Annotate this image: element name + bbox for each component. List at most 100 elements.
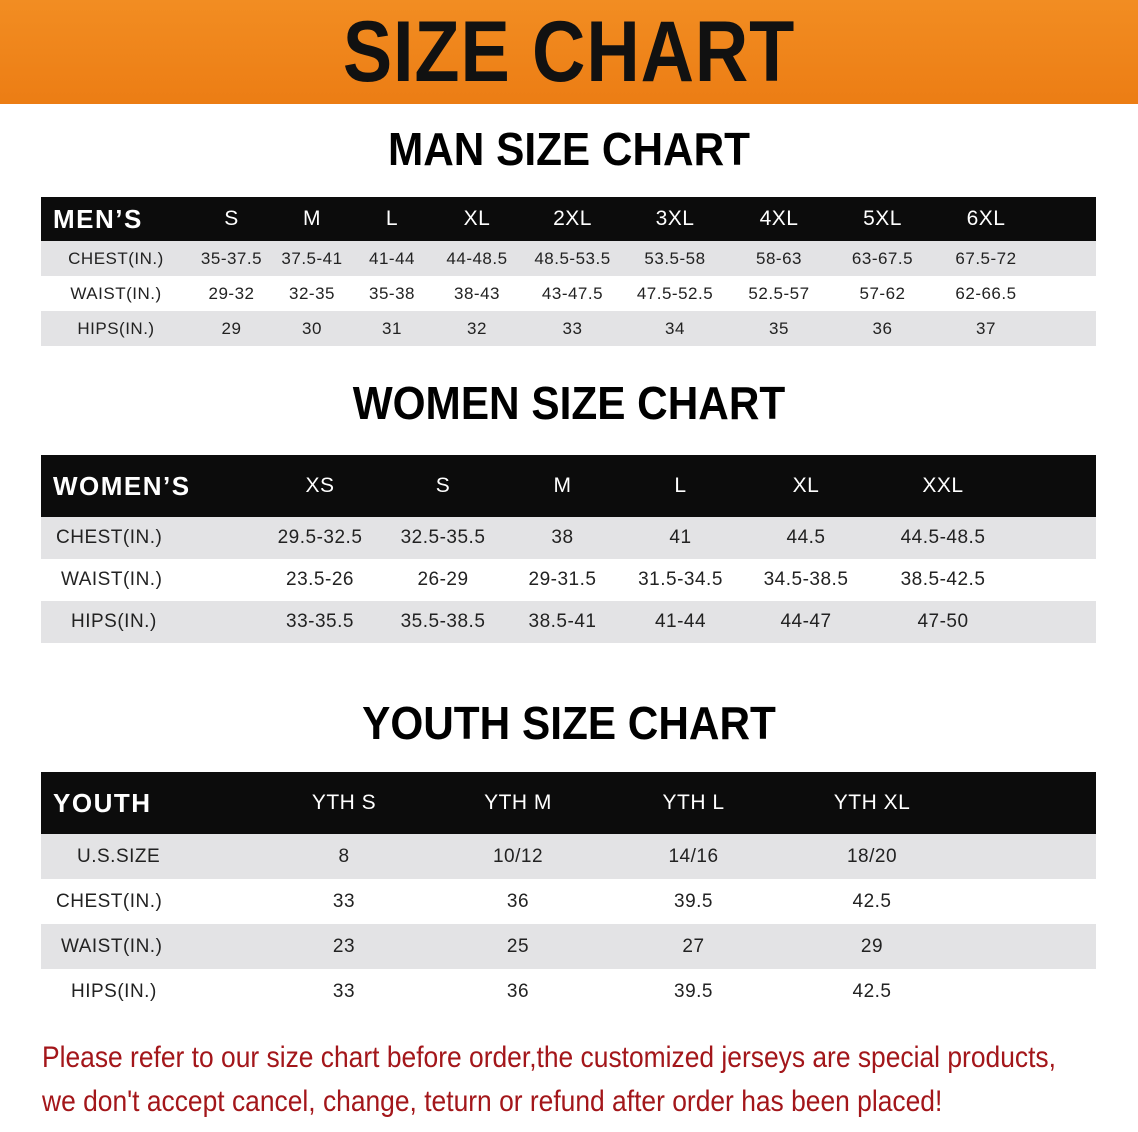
empty-cell [1014,517,1096,559]
size-header-s: S [191,197,272,241]
banner-title: SIZE CHART [342,4,796,100]
empty-cell [1014,455,1096,517]
size-header-m: M [504,455,621,517]
row-label: U.S.SIZE [41,834,257,879]
table-row: WAIST(IN.) 23.5-26 26-29 29-31.5 31.5-34.5 34… [41,559,1096,601]
empty-cell [1014,559,1096,601]
row-label: WAIST(IN.) [41,924,257,969]
measurement-cell: 34.5-38.5 [740,559,872,601]
empty-cell [962,879,1096,924]
size-header-2xl: 2XL [522,197,623,241]
notice-line-1: Please refer to our size chart before or… [42,1041,1056,1074]
measurement-cell: 29 [191,311,272,346]
row-label: HIPS(IN.) [41,311,191,346]
table-header-row: WOMEN’S XS S M L XL XXL [41,455,1096,517]
measurement-cell: 35-38 [352,276,432,311]
measurement-cell: 35-37.5 [191,241,272,276]
table-header-label: WOMEN’S [41,455,258,517]
measurement-cell: 44.5-48.5 [872,517,1014,559]
measurement-cell: 29-32 [191,276,272,311]
measurement-cell: 26-29 [382,559,504,601]
measurement-cell: 44-47 [740,601,872,643]
measurement-cell: 39.5 [605,879,782,924]
measurement-cell: 41-44 [352,241,432,276]
row-label: HIPS(IN.) [41,601,258,643]
size-header-m: M [272,197,352,241]
row-label: CHEST(IN.) [41,517,258,559]
size-header-yth-l: YTH L [605,772,782,834]
table-row: WAIST(IN.) 23 25 27 29 [41,924,1096,969]
youth-size-table: YOUTH YTH S YTH M YTH L YTH XL U.S.SIZE 8 10/12… [41,772,1096,1014]
table-row: CHEST(IN.) 29.5-32.5 32.5-35.5 38 41 44.5 44.5… [41,517,1096,559]
size-header-yth-m: YTH M [431,772,605,834]
measurement-cell: 36 [831,311,934,346]
order-notice: Please refer to our size chart before or… [42,1036,1056,1124]
measurement-cell: 31.5-34.5 [621,559,740,601]
table-header-label: YOUTH [41,772,257,834]
size-header-l: L [352,197,432,241]
measurement-cell: 67.5-72 [934,241,1038,276]
table-row: U.S.SIZE 8 10/12 14/16 18/20 [41,834,1096,879]
measurement-cell: 44-48.5 [432,241,522,276]
measurement-cell: 33 [257,969,431,1014]
measurement-cell: 44.5 [740,517,872,559]
measurement-cell: 10/12 [431,834,605,879]
measurement-cell: 47.5-52.5 [623,276,727,311]
measurement-cell: 39.5 [605,969,782,1014]
size-header-5xl: 5XL [831,197,934,241]
table-header-row: YOUTH YTH S YTH M YTH L YTH XL [41,772,1096,834]
measurement-cell: 27 [605,924,782,969]
measurement-cell: 35.5-38.5 [382,601,504,643]
measurement-cell: 43-47.5 [522,276,623,311]
measurement-cell: 38 [504,517,621,559]
table-row: CHEST(IN.) 35-37.5 37.5-41 41-44 44-48.5 48.5… [41,241,1096,276]
size-header-4xl: 4XL [727,197,831,241]
empty-cell [1038,311,1096,346]
measurement-cell: 34 [623,311,727,346]
measurement-cell: 42.5 [782,879,962,924]
row-label: HIPS(IN.) [41,969,257,1014]
measurement-cell: 37 [934,311,1038,346]
measurement-cell: 29.5-32.5 [258,517,382,559]
table-row: WAIST(IN.) 29-32 32-35 35-38 38-43 43-47.5 47.… [41,276,1096,311]
measurement-cell: 41 [621,517,740,559]
empty-cell [962,969,1096,1014]
measurement-cell: 53.5-58 [623,241,727,276]
women-section-title: WOMEN SIZE CHART [352,377,786,429]
size-header-xxl: XXL [872,455,1014,517]
measurement-cell: 62-66.5 [934,276,1038,311]
measurement-cell: 25 [431,924,605,969]
table-row: HIPS(IN.) 33 36 39.5 42.5 [41,969,1096,1014]
measurement-cell: 52.5-57 [727,276,831,311]
men-section-title: MAN SIZE CHART [387,123,751,175]
measurement-cell: 33 [522,311,623,346]
women-size-table: WOMEN’S XS S M L XL XXL CHEST(IN.) 29.5-32.5 32.5… [41,455,1096,643]
measurement-cell: 48.5-53.5 [522,241,623,276]
table-row: HIPS(IN.) 33-35.5 35.5-38.5 38.5-41 41-44 44-… [41,601,1096,643]
size-header-3xl: 3XL [623,197,727,241]
measurement-cell: 38.5-41 [504,601,621,643]
measurement-cell: 8 [257,834,431,879]
empty-cell [1038,197,1096,241]
measurement-cell: 29-31.5 [504,559,621,601]
measurement-cell: 36 [431,969,605,1014]
measurement-cell: 32.5-35.5 [382,517,504,559]
size-header-6xl: 6XL [934,197,1038,241]
size-header-xl: XL [432,197,522,241]
measurement-cell: 14/16 [605,834,782,879]
measurement-cell: 30 [272,311,352,346]
row-label: CHEST(IN.) [41,879,257,924]
measurement-cell: 37.5-41 [272,241,352,276]
measurement-cell: 33 [257,879,431,924]
size-header-yth-s: YTH S [257,772,431,834]
measurement-cell: 42.5 [782,969,962,1014]
measurement-cell: 41-44 [621,601,740,643]
table-header-label: MEN’S [41,197,191,241]
measurement-cell: 38-43 [432,276,522,311]
size-header-xl: XL [740,455,872,517]
empty-cell [1038,241,1096,276]
measurement-cell: 57-62 [831,276,934,311]
size-header-xs: XS [258,455,382,517]
table-row: HIPS(IN.) 29 30 31 32 33 34 35 36 37 [41,311,1096,346]
measurement-cell: 32-35 [272,276,352,311]
